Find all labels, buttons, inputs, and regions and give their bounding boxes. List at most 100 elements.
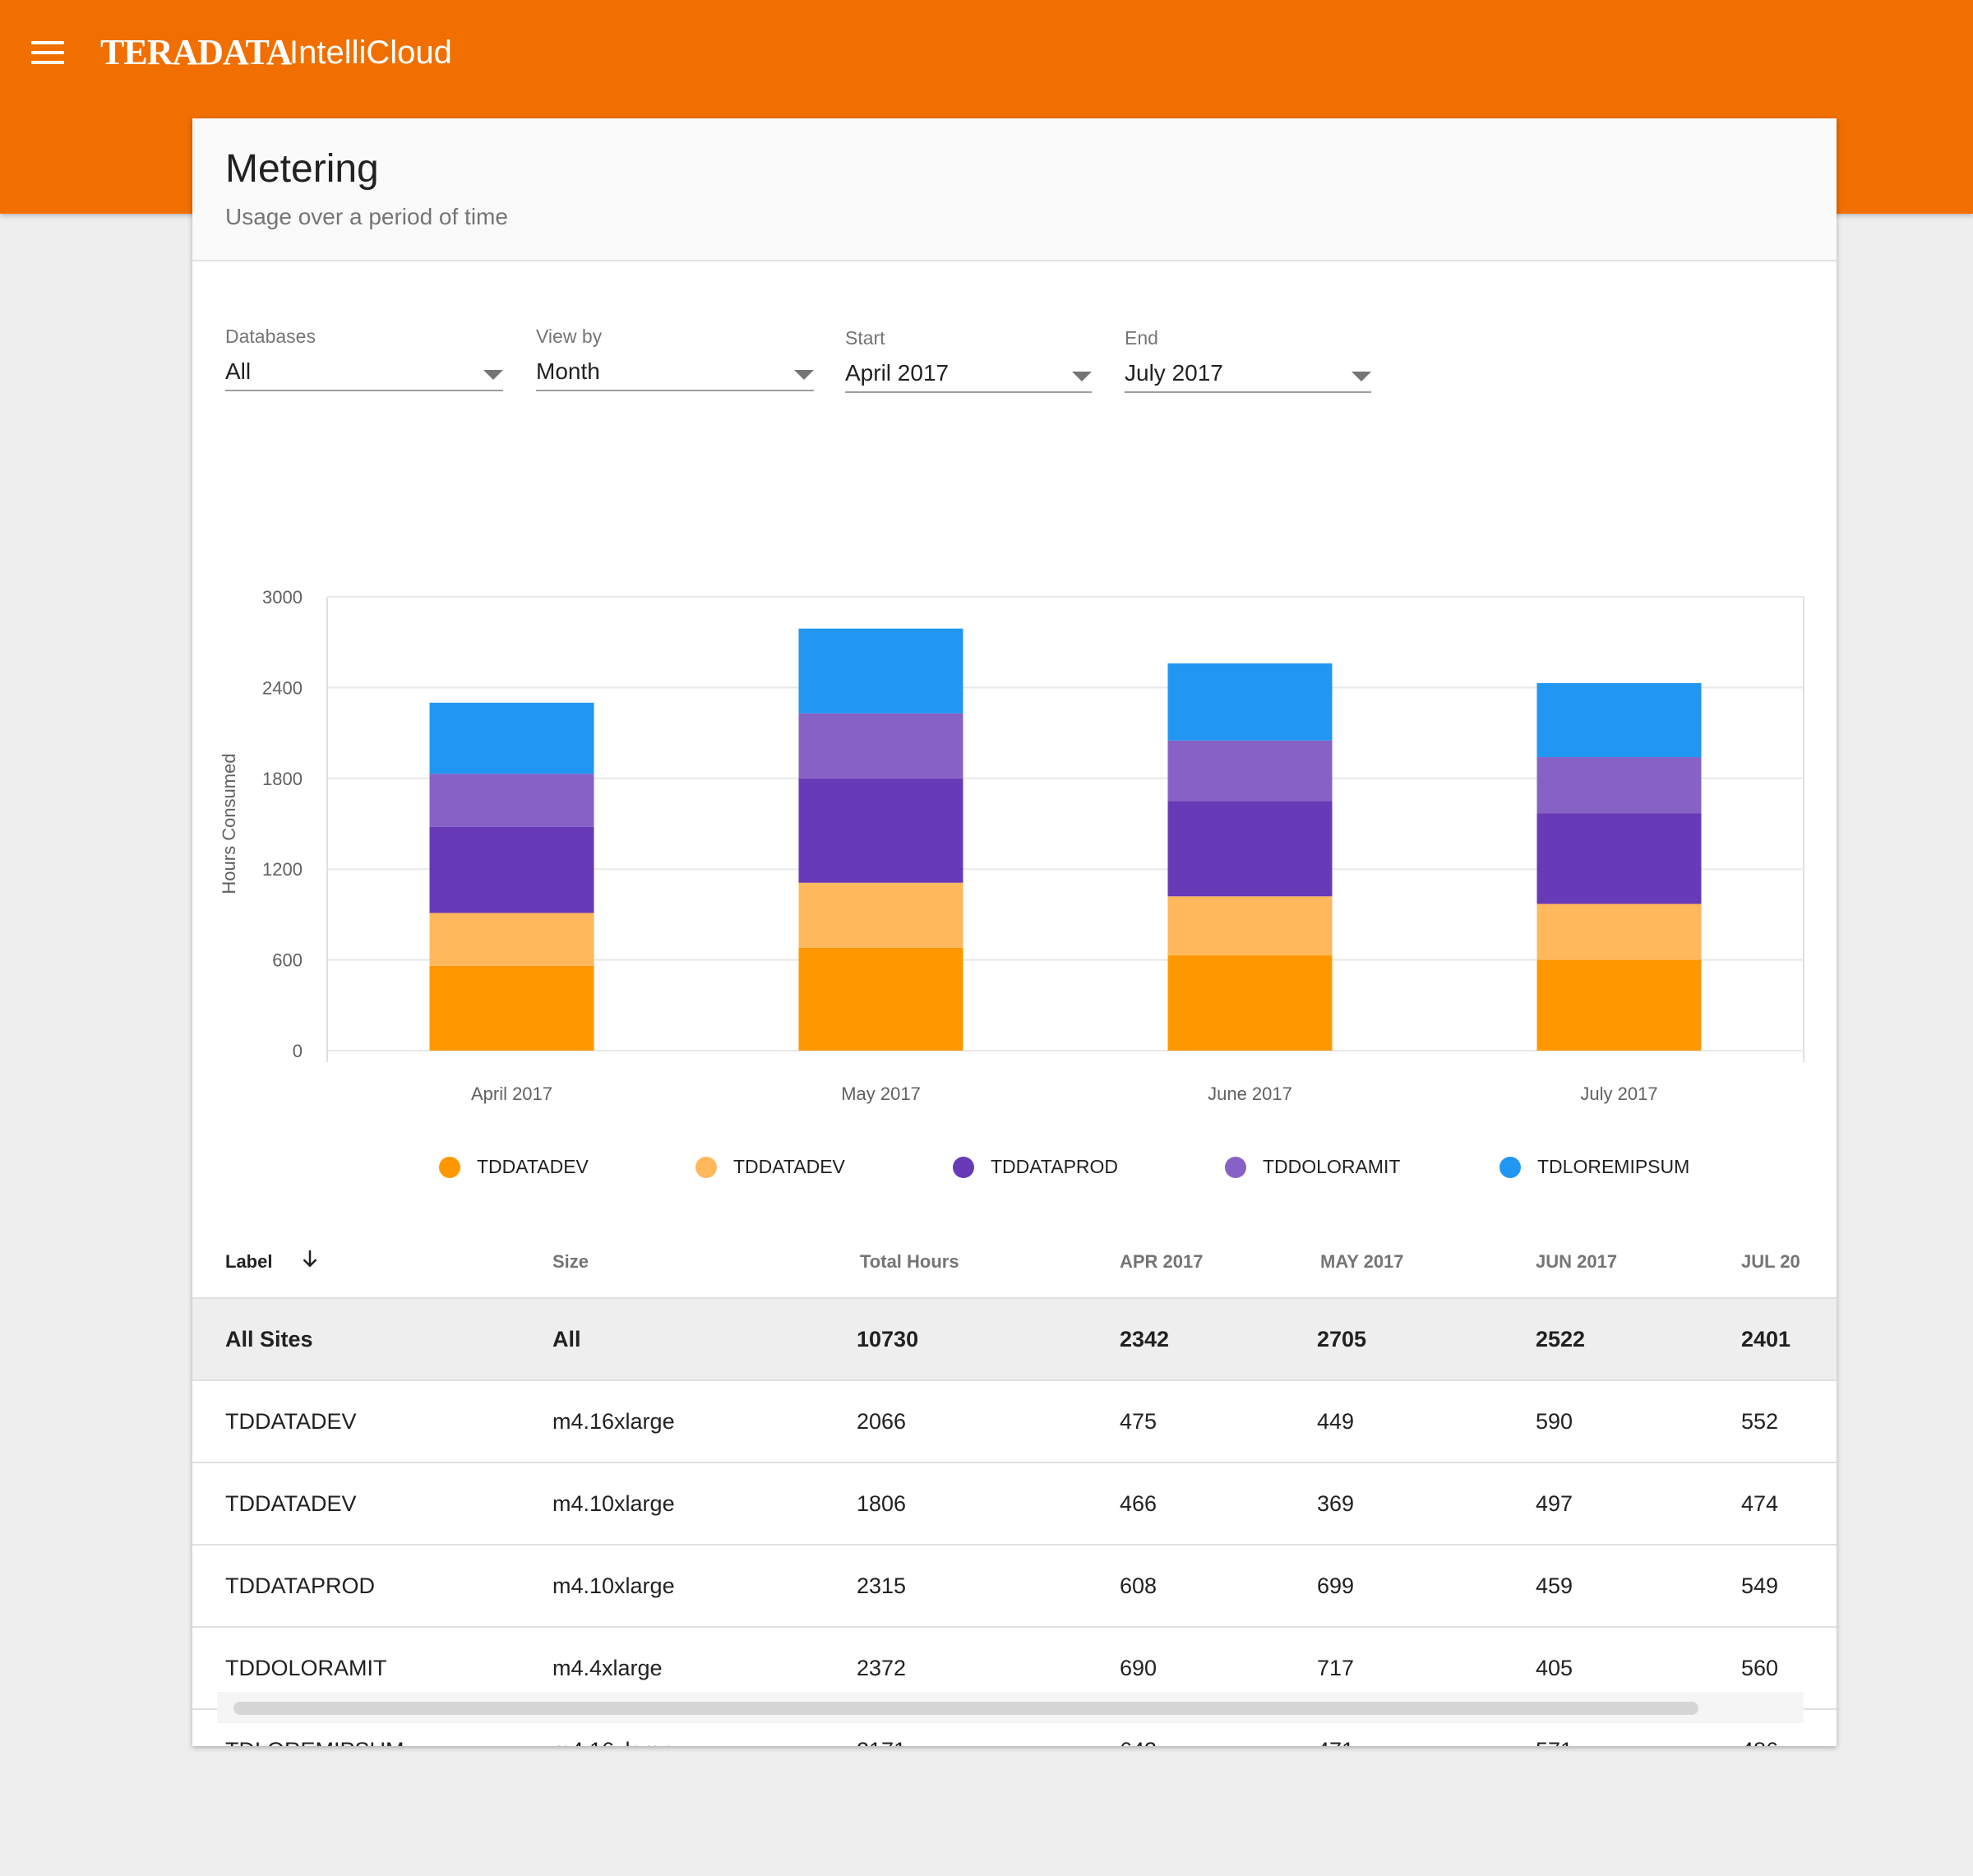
view-by-select[interactable]: View by Month: [536, 326, 814, 391]
horizontal-scrollbar[interactable]: [217, 1692, 1804, 1723]
y-tick-label: 1200: [262, 859, 303, 880]
end-value: July 2017: [1125, 360, 1223, 386]
start-select[interactable]: Start April 2017: [845, 327, 1092, 393]
legend-item[interactable]: TDLOREMIPSUM: [1499, 1156, 1689, 1178]
table-row-total[interactable]: All Sites All 10730 2342 2705 2522 2401: [192, 1299, 1837, 1381]
cell-size: m4.10xlarge: [552, 1573, 675, 1598]
cell-jul-2017: 549: [1741, 1573, 1779, 1598]
column-header-apr-2017[interactable]: APR 2017: [1120, 1251, 1204, 1272]
cell-apr-2017: 608: [1120, 1573, 1157, 1598]
cell-apr-2017: 690: [1120, 1656, 1157, 1680]
cell-jun-2017: 497: [1536, 1491, 1573, 1516]
bar-segment: [429, 702, 594, 774]
cell-total-hours: 2171: [857, 1738, 906, 1746]
bar-segment: [1536, 959, 1702, 1051]
y-axis-title: Hours Consumed: [219, 753, 239, 894]
legend-item[interactable]: TDDATADEV: [695, 1156, 845, 1178]
bar-segment: [1167, 896, 1333, 956]
cell-jun-2017: 571: [1536, 1738, 1573, 1746]
cell-jul-2017: 552: [1741, 1409, 1779, 1434]
databases-value: All: [225, 358, 252, 384]
cell-total-hours: 2315: [857, 1573, 907, 1598]
end-select[interactable]: End July 2017: [1125, 327, 1371, 393]
databases-select[interactable]: Databases All: [225, 326, 503, 391]
stacked-bar-chart: 0 600 1200 1800 2400 3000 Hours Consumed April …: [219, 587, 1804, 1104]
legend-dot-icon: [695, 1156, 717, 1178]
cell-size: m4.16xlarge: [552, 1738, 675, 1746]
legend-item[interactable]: TDDATAPROD: [953, 1156, 1118, 1178]
legend-label: TDDATADEV: [733, 1156, 845, 1177]
page-title: Metering: [225, 147, 379, 191]
table-row[interactable]: TDDATAPROD m4.10xlarge 2315 608 699 459 …: [192, 1546, 1837, 1628]
hamburger-menu-icon[interactable]: [31, 41, 64, 66]
bar-segment: [798, 778, 963, 883]
cell-jun-2017: 590: [1536, 1409, 1573, 1434]
start-label: Start: [845, 327, 885, 349]
cell-size: All: [552, 1327, 581, 1352]
bar-segment: [1536, 682, 1702, 758]
cell-apr-2017: 643: [1120, 1738, 1157, 1746]
brand-logo: TERADATA: [100, 32, 292, 72]
cell-may-2017: 449: [1317, 1409, 1355, 1434]
cell-apr-2017: 466: [1120, 1491, 1157, 1516]
scrollbar-thumb[interactable]: [233, 1702, 1698, 1715]
legend-dot-icon: [953, 1156, 974, 1178]
table-row[interactable]: TDDATADEV m4.16xlarge 2066 475 449 590 5…: [192, 1381, 1837, 1463]
cell-apr-2017: 475: [1120, 1409, 1157, 1434]
table-row[interactable]: TDDATADEV m4.10xlarge 1806 466 369 497 4…: [192, 1463, 1837, 1546]
cell-jun-2017: 2522: [1536, 1327, 1586, 1352]
view-by-dropdown[interactable]: Month: [536, 350, 814, 391]
y-tick-label: 3000: [262, 587, 303, 608]
legend-label: TDDATAPROD: [991, 1156, 1119, 1177]
caret-down-icon: [1352, 372, 1371, 381]
x-tick-label: June 2017: [1208, 1084, 1292, 1104]
product-name: IntelliCloud: [289, 35, 452, 71]
legend-item[interactable]: TDDOLORAMIT: [1225, 1156, 1400, 1178]
chart-legend: TDDATADEV TDDATADEV TDDATAPROD TDDOLORAMIT T…: [192, 1156, 1837, 1189]
cell-jul-2017: 2401: [1741, 1327, 1791, 1352]
y-tick-label: 0: [293, 1041, 303, 1061]
table-row[interactable]: TDLOREMIPSUM m4.16xlarge 2171 643 471 57…: [192, 1710, 1837, 1746]
databases-label: Databases: [225, 326, 316, 347]
databases-dropdown[interactable]: All: [225, 350, 503, 391]
page-subtitle: Usage over a period of time: [225, 204, 508, 229]
bar-segment: [798, 713, 963, 779]
cell-total-hours: 10730: [857, 1327, 919, 1352]
bar-segment: [429, 965, 594, 1051]
end-dropdown[interactable]: July 2017: [1125, 352, 1371, 393]
cell-may-2017: 2705: [1317, 1327, 1367, 1352]
cell-label: TDLOREMIPSUM: [225, 1738, 404, 1746]
column-header-label[interactable]: Label: [225, 1251, 273, 1272]
legend-item[interactable]: TDDATADEV: [439, 1156, 589, 1178]
bar-segment: [1167, 955, 1333, 1051]
x-tick-label: July 2017: [1580, 1084, 1657, 1104]
metering-card: Metering Usage over a period of time Dat…: [192, 118, 1837, 1746]
bar-segment: [798, 947, 963, 1051]
cell-size: m4.4xlarge: [552, 1656, 663, 1680]
column-header-may-2017[interactable]: MAY 2017: [1320, 1251, 1404, 1272]
column-header-jul-2017[interactable]: JUL 20: [1741, 1251, 1800, 1272]
column-header-size[interactable]: Size: [552, 1251, 589, 1272]
cell-label: TDDATAPROD: [225, 1573, 375, 1598]
card-header: Metering Usage over a period of time: [192, 118, 1837, 261]
bar-segment: [1536, 903, 1702, 960]
table-header: Label Size Total Hours APR 2017 MAY 2017…: [192, 1228, 1837, 1299]
legend-dot-icon: [439, 1156, 460, 1178]
cell-size: m4.16xlarge: [552, 1409, 675, 1434]
view-by-value: Month: [536, 358, 600, 384]
start-dropdown[interactable]: April 2017: [845, 352, 1092, 393]
column-header-total-hours[interactable]: Total Hours: [860, 1251, 959, 1272]
column-header-jun-2017[interactable]: JUN 2017: [1536, 1251, 1618, 1272]
arrow-down-icon[interactable]: [298, 1246, 322, 1271]
y-tick-label: 2400: [262, 677, 303, 698]
cell-label: TDDOLORAMIT: [225, 1656, 387, 1680]
bar-segment: [798, 882, 963, 948]
cell-may-2017: 471: [1317, 1738, 1354, 1746]
cell-jul-2017: 486: [1741, 1738, 1778, 1746]
cell-jul-2017: 474: [1741, 1491, 1779, 1516]
start-value: April 2017: [845, 360, 950, 386]
cell-may-2017: 369: [1317, 1491, 1355, 1516]
cell-label: TDDATADEV: [225, 1491, 357, 1516]
cell-label: TDDATADEV: [225, 1409, 357, 1434]
legend-dot-icon: [1499, 1156, 1521, 1178]
